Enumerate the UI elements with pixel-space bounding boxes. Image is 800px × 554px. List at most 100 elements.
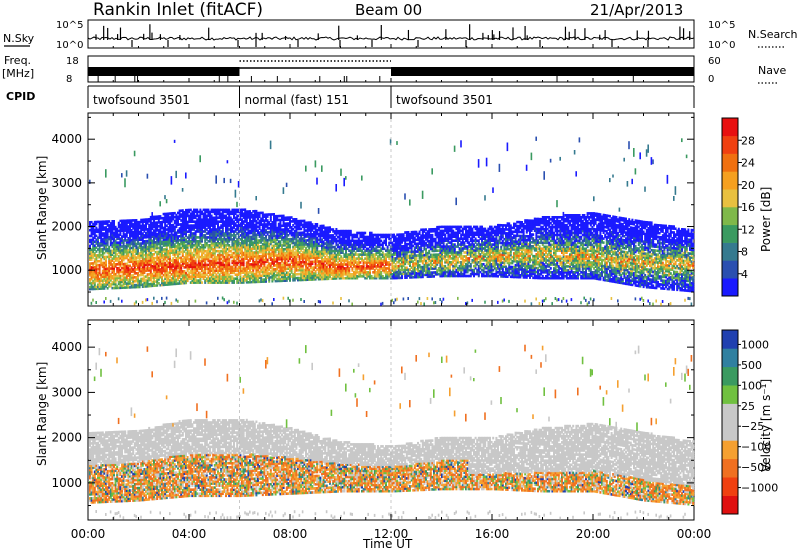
power-cell — [215, 175, 217, 183]
power-cell — [91, 302, 93, 305]
power-data — [89, 137, 694, 306]
power-cell — [300, 202, 302, 209]
power-cell — [166, 199, 168, 203]
power-cell — [121, 300, 123, 303]
power-cell — [223, 298, 225, 301]
cpid-strip: CPID twofsound 3501 normal (fast) 151 twof… — [6, 86, 694, 108]
power-cell — [260, 298, 262, 301]
power-cell — [135, 301, 137, 304]
power-cell — [164, 195, 166, 199]
power-cell — [270, 141, 272, 150]
power-cell — [92, 299, 94, 302]
beam-label: Beam 00 — [355, 1, 422, 19]
power-cell — [343, 178, 345, 186]
power-cell — [103, 301, 105, 304]
power-cell — [340, 169, 342, 176]
nsearch-tick-bottom: 10^0 — [708, 40, 735, 51]
power-cell — [175, 299, 177, 302]
power-cell — [318, 208, 320, 214]
power-cell — [319, 300, 321, 303]
power-cell — [227, 160, 229, 163]
power-cell — [142, 301, 144, 304]
power-cell — [134, 151, 136, 157]
power-cell — [361, 176, 363, 181]
power-cell — [228, 300, 230, 303]
power-cell — [273, 298, 275, 301]
power-cell — [105, 297, 107, 300]
power-cell — [316, 178, 318, 185]
nsky-tick-top: 10^5 — [56, 20, 83, 31]
power-cell — [287, 297, 289, 300]
power-cell — [259, 299, 261, 302]
power-cell — [182, 188, 184, 192]
power-cell — [147, 174, 149, 179]
cpid-segment-label: twofsound 3501 — [396, 93, 493, 107]
power-cell — [126, 170, 128, 176]
cpid-label: CPID — [6, 90, 35, 103]
freq-band-twofsound-2 — [391, 67, 694, 76]
power-cell — [185, 173, 187, 179]
power-cell — [300, 298, 302, 301]
cpid-segment-label: normal (fast) 151 — [245, 93, 349, 107]
power-cell — [121, 173, 123, 177]
power-cell — [315, 160, 317, 167]
power-cell — [351, 303, 353, 306]
power-cell — [166, 297, 168, 300]
power-cell — [235, 190, 237, 198]
power-cell — [271, 302, 273, 305]
freq-tick-top: 18 — [66, 56, 79, 67]
freq-unit-label: [MHz] — [2, 67, 34, 80]
power-cell — [283, 187, 285, 194]
power-cell — [177, 300, 179, 303]
power-cell — [286, 183, 288, 187]
power-cell — [223, 178, 225, 183]
power-cell — [105, 169, 107, 177]
power-cell — [305, 166, 307, 172]
nsky-tick-bottom: 10^0 — [56, 40, 83, 51]
power-cell — [171, 176, 173, 185]
power-cell — [348, 299, 350, 302]
power-cell — [110, 300, 112, 303]
power-cell — [292, 299, 294, 302]
nsearch-tick-top: 10^5 — [708, 20, 735, 31]
power-cell — [153, 297, 155, 300]
date-label: 21/Apr/2013 — [590, 1, 683, 19]
power-cell — [124, 178, 126, 187]
freq-band-twofsound-1 — [88, 67, 240, 76]
power-cell — [230, 179, 232, 183]
nsky-label: N.Sky — [3, 32, 35, 45]
nave-tick-bottom: 0 — [708, 74, 714, 85]
power-cell — [199, 155, 201, 162]
noise-strip-frame — [88, 20, 694, 48]
power-cell — [195, 300, 197, 303]
nave-label: Nave — [758, 64, 786, 77]
power-cell — [95, 301, 97, 304]
freq-tick-bottom: 8 — [66, 74, 72, 85]
power-cell — [156, 300, 158, 303]
station-title: Rankin Inlet (fitACF) — [93, 0, 263, 20]
nave-tick-top: 60 — [708, 56, 721, 67]
power-cell — [164, 301, 166, 304]
power-cell — [206, 301, 208, 304]
power-cell — [255, 196, 257, 200]
nsky-line — [88, 37, 694, 40]
power-cell — [174, 140, 176, 143]
cpid-segment-label: twofsound 3501 — [93, 93, 190, 107]
power-cell — [145, 299, 147, 302]
rti-figure: Rankin Inlet (fitACF) Beam 00 21/Apr/201… — [0, 0, 800, 554]
power-cell — [262, 299, 264, 302]
power-cell — [175, 171, 177, 178]
power-cell — [151, 302, 153, 305]
power-cell — [316, 223, 318, 226]
nsky-trace — [88, 24, 694, 47]
power-cell — [118, 297, 120, 300]
power-cell — [332, 302, 334, 305]
power-cell — [171, 302, 173, 305]
power-cell — [236, 202, 238, 207]
power-cell — [303, 300, 305, 303]
power-cell — [236, 302, 238, 305]
freq-label: Freq. — [4, 54, 31, 67]
power-cell — [227, 301, 229, 304]
power-cell — [217, 297, 219, 300]
power-cell — [113, 220, 115, 223]
